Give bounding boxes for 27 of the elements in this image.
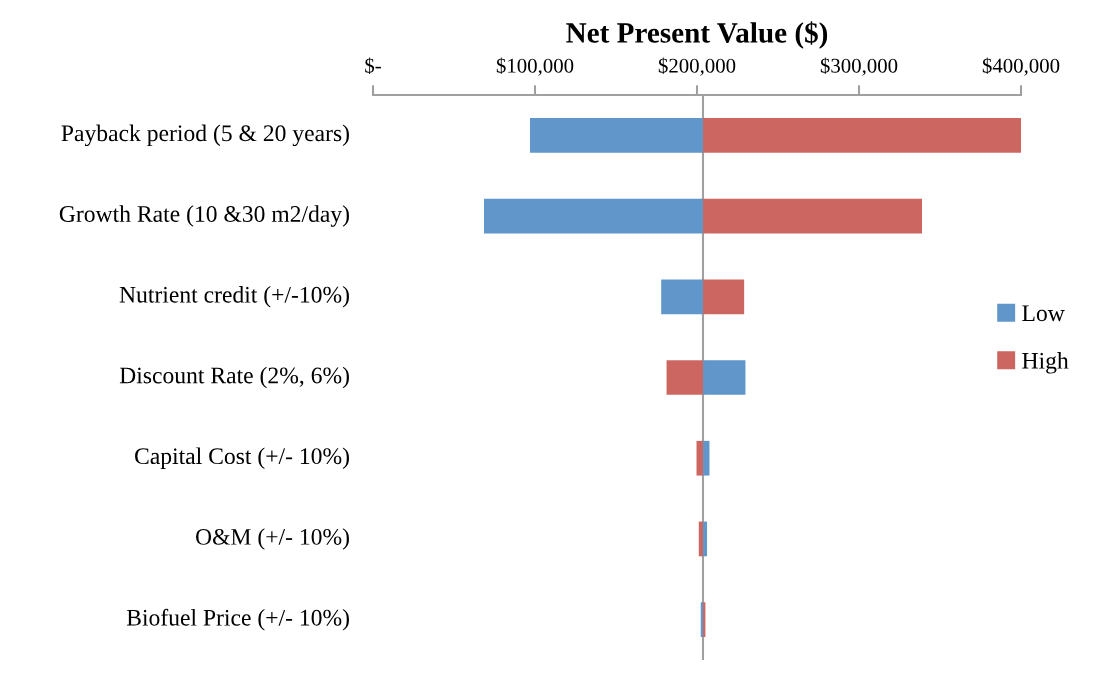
bar: [529, 118, 703, 153]
bar: [702, 118, 1021, 153]
legend-label: Low: [1022, 305, 1065, 322]
x-tick-label: $-: [365, 57, 381, 75]
y-tick-label: Payback period (5 & 20 years): [61, 124, 349, 147]
y-tick-label: Growth Rate (10 &30 m2/day): [59, 205, 349, 227]
bar: [702, 198, 923, 234]
bar: [698, 521, 703, 557]
x-tick-label: $200,000: [658, 57, 736, 76]
y-tick-label: Nutrient credit (+/-10%): [119, 286, 349, 308]
y-tick-label: Biofuel Price (+/- 10%): [126, 608, 349, 631]
y-tick-label: Capital Cost (+/- 10%): [135, 447, 349, 469]
legend-label: High: [1022, 352, 1069, 374]
y-tick-label: O&M (+/- 10%): [196, 528, 349, 550]
x-tick-label: $100,000: [496, 57, 574, 76]
bar: [661, 279, 703, 315]
chart-title: Net Present Value ($): [566, 21, 828, 49]
bar: [702, 279, 745, 315]
x-tick-label: $300,000: [820, 57, 898, 76]
x-tick-label: $400,000: [982, 57, 1060, 76]
bar: [702, 440, 710, 476]
bar: [702, 521, 708, 557]
bar: [666, 360, 703, 395]
y-tick-label: Discount Rate (2%, 6%): [119, 366, 349, 389]
bar: [702, 360, 746, 395]
bar: [483, 198, 703, 234]
bar: [696, 440, 703, 476]
